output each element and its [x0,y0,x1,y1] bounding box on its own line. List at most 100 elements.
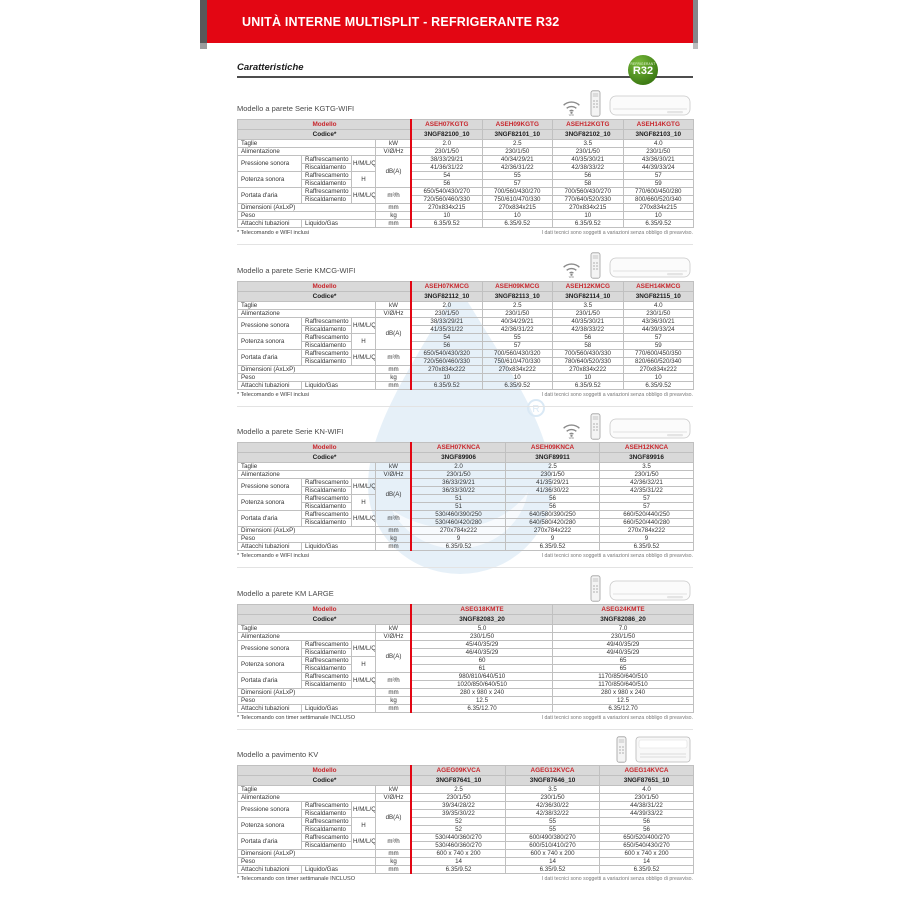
model-name: ASEG24KMTE [552,603,695,615]
spec-value: 6.35/9.52 [481,219,554,228]
spec-value: 270x834x222 [481,364,554,374]
spec-value: 59 [622,179,695,188]
row-unit: mm [374,703,413,713]
spec-value: 1170/850/640/510 [552,671,695,681]
row-label: Potenza sonora [237,817,302,834]
spec-value: 2.5 [481,139,554,148]
section-title: Modello a parete Serie KN-WIFI [237,427,344,436]
spec-value: 230/1/50 [599,470,695,479]
product-section: Modello a parete KM LARGE Mo [236,573,695,734]
model-name: ASEH09KGTG [481,119,554,130]
svg-text:WIFI: WIFI [569,275,575,279]
spec-value: 2.0 [411,139,483,148]
spec-value: 40/34/29/21 [481,155,554,164]
row-label: Peso [237,695,376,705]
model-code: 3NGF82101_10 [481,129,554,140]
row-label: Alimentazione [237,147,376,156]
codes-header-label: Codice* [236,613,413,625]
row-mode-label: H/M/L/Q [351,801,376,818]
model-name: ASEH12KNCA [599,442,695,453]
spec-value: 10 [411,372,483,382]
spec-value: 10 [622,211,695,220]
model-name: AGEG14KVCA [599,765,695,776]
spec-value: 640/580/390/250 [505,510,601,519]
spec-value: 55 [481,332,554,342]
footnote-left: * Telecomando con timer settimanale INCL… [237,876,356,882]
row-sublabel: Riscaldamento [301,809,352,818]
row-sublabel: Riscaldamento [301,825,352,834]
spec-value: 36/33/30/22 [411,486,507,495]
section-header: Modello a pavimento KV [237,734,693,764]
table-accent-line [410,119,412,228]
wall-unit-image [609,95,691,116]
table-accent-line [410,765,412,874]
section-header: Modello a parete Serie KMCG-WIFI WIFI [237,250,693,280]
r32-badge-label: R32 [632,65,654,78]
footnote-right: I dati tecnici sono soggetti a variazion… [541,230,693,236]
table-accent-line [410,442,412,551]
row-sublabel: Raffrescamento [301,671,352,681]
row-label: Alimentazione [237,308,376,318]
row-mode-label: H [351,332,376,350]
page-heading: Caratteristiche [237,62,693,78]
spec-value: 61 [411,663,554,673]
spec-value: 770/640/520/330 [552,195,624,204]
spec-value: 800/660/520/340 [622,195,695,204]
footnote-left: * Telecomando e WIFI inclusi [237,230,310,236]
row-unit: kg [374,372,413,382]
row-unit: V/Ø/Hz [374,631,413,641]
row-unit: kg [374,211,413,220]
section-images: WIFI [561,413,691,440]
spec-value: 60 [411,655,554,665]
spec-value: 230/1/50 [552,631,695,641]
spec-value: 6.35/9.52 [599,865,695,874]
spec-value: 980/810/640/510 [411,671,554,681]
spec-table-wrap: Modello ASEH07KGTG ASEH09KGTG ASEH12KGTG ASE… [236,119,695,228]
row-label: Portata d'aria [237,187,302,204]
row-unit: kg [374,534,413,543]
table-accent-line [410,603,412,713]
spec-value: 57 [622,171,695,180]
spec-value: 42/35/31/22 [599,486,695,495]
spec-value: 49/40/35/29 [552,647,695,657]
model-code: 3NGF87646_10 [505,775,601,786]
floor-unit-image [635,736,691,763]
spec-value: 770/600/450/350 [622,348,695,358]
row-sublabel: Liquido/Gas [301,865,376,874]
row-mode-label: H/M/L/Q [351,348,376,366]
spec-table: Modello ASEH07KMCG ASEH09KMCG ASEH12KMCG ASE… [236,280,695,390]
row-sublabel: Riscaldamento [301,663,352,673]
wall-unit-image [609,418,691,439]
row-unit: m³/h [374,510,413,527]
model-code: 3NGF82112_10 [411,290,483,302]
remote-image [590,251,601,279]
section-footnotes: * Telecomando e WIFI inclusi I dati tecn… [237,553,693,559]
row-mode-label: H/M/L/Q [351,833,376,850]
row-label: Attacchi tubazioni [237,865,302,874]
row-label: Taglie [237,462,376,471]
row-label: Potenza sonora [237,494,302,511]
remote-image [590,90,601,117]
spec-value: 56 [552,171,624,180]
row-sublabel: Raffrescamento [301,801,352,810]
model-name: ASEH12KMCG [552,280,624,292]
model-code: 3NGF87651_10 [599,775,695,786]
row-label: Alimentazione [237,631,376,641]
row-label: Attacchi tubazioni [237,219,302,228]
row-label: Taglie [237,139,376,148]
spec-value: 56 [599,817,695,826]
spec-value: 6.35/9.52 [622,380,695,390]
model-code: 3NGF82100_10 [411,129,483,140]
spec-value: 41/36/30/22 [505,486,601,495]
spec-value: 2.0 [411,300,483,310]
row-label: Pressione sonora [237,801,302,818]
row-unit: dB(A) [374,155,413,188]
row-sublabel: Raffrescamento [301,478,352,487]
model-code: 3NGF82113_10 [481,290,554,302]
spec-value: 6.35/9.52 [411,219,483,228]
spec-value: 40/35/30/21 [552,155,624,164]
row-sublabel: Riscaldamento [301,324,352,334]
spec-value: 40/35/30/21 [552,316,624,326]
footnote-right: I dati tecnici sono soggetti a variazion… [541,876,693,882]
